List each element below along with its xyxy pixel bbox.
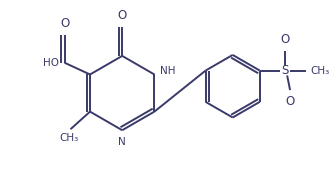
Text: O: O xyxy=(118,9,127,22)
Text: S: S xyxy=(282,64,289,77)
Text: O: O xyxy=(286,95,295,108)
Text: N: N xyxy=(118,137,126,147)
Text: HO: HO xyxy=(43,58,59,68)
Text: NH: NH xyxy=(160,66,176,76)
Text: CH₃: CH₃ xyxy=(311,66,330,76)
Text: CH₃: CH₃ xyxy=(59,133,78,143)
Text: O: O xyxy=(281,33,290,46)
Text: O: O xyxy=(60,18,69,31)
